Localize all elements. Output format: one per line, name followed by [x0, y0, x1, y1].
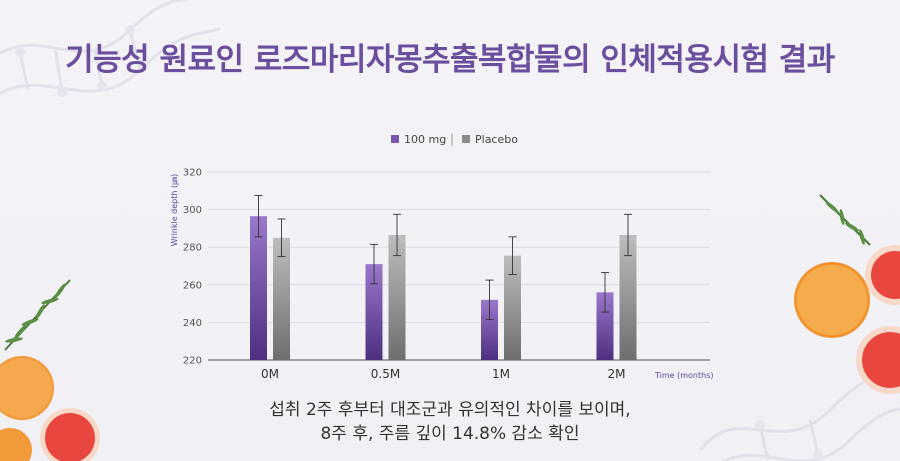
y-axis-label: Wrinkle depth (㎛) [170, 174, 180, 247]
chart-bars [250, 195, 637, 360]
y-tick-label-260: 260 [183, 280, 202, 291]
y-tick-label-280: 280 [183, 243, 202, 254]
y-tick-label-240: 240 [183, 318, 202, 329]
y-tick-label-300: 300 [183, 205, 202, 216]
y-tick-label-320: 320 [183, 168, 202, 179]
x-axis-ticks: 0M 0.5M 1M 2M [261, 367, 626, 381]
x-tick-label-1M: 1M [492, 367, 510, 381]
caption-line-2: 8주 후, 주름 깊이 14.8% 감소 확인 [320, 424, 580, 444]
y-tick-label-220: 220 [183, 356, 202, 367]
bar-placebo-2M [619, 234, 637, 360]
bar-100mg-1M [481, 299, 498, 360]
legend-swatch-100mg [391, 135, 399, 143]
result-caption: 섭취 2주 후부터 대조군과 유의적인 차이를 보이며, 8주 후, 주름 깊이… [0, 398, 900, 446]
wrinkle-depth-bar-chart: 100 mg | Placebo Wrinkle depth (㎛) 220 24… [170, 132, 714, 381]
bar-placebo-0M [273, 237, 290, 360]
caption-line-1: 섭취 2주 후부터 대조군과 유의적인 차이를 보이며, [269, 400, 631, 420]
y-axis-ticks: 220 240 260 280 300 320 [183, 168, 202, 367]
grapefruit-decoration-right [794, 194, 900, 394]
page-title: 기능성 원료인 로즈마리자몽추출복합물의 인체적용시험 결과 [65, 42, 835, 78]
chart-legend: 100 mg | Placebo [391, 132, 518, 146]
bar-100mg-2M [596, 292, 614, 360]
bar-100mg-0.5M [365, 264, 383, 360]
legend-label-placebo: Placebo [475, 133, 518, 146]
bar-100mg-0M [250, 216, 267, 360]
legend-swatch-placebo [462, 135, 470, 143]
bar-placebo-1M [504, 255, 521, 360]
bar-placebo-0.5M [388, 234, 406, 360]
x-tick-label-0M: 0M [261, 367, 279, 381]
x-tick-label-0.5M: 0.5M [371, 367, 400, 381]
grapefruit-decoration-left [0, 279, 100, 461]
x-tick-label-2M: 2M [608, 367, 626, 381]
legend-separator: | [450, 132, 454, 146]
dna-helix-decoration-left [0, 0, 220, 97]
x-axis-label: Time (months) [654, 371, 714, 380]
legend-label-100mg: 100 mg [404, 133, 446, 146]
